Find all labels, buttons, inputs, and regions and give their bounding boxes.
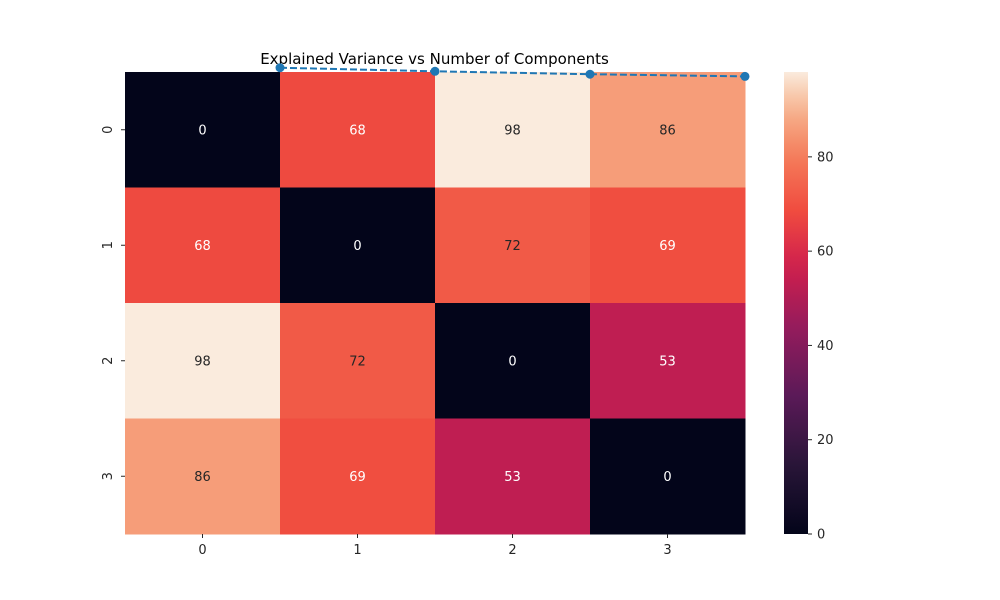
x-axis: 0 1 2 3 xyxy=(198,534,672,558)
overlay-point xyxy=(430,66,440,76)
heatmap-cell xyxy=(590,418,746,535)
y-axis: 0 1 2 3 xyxy=(101,126,125,480)
heatmap-cell xyxy=(435,187,591,304)
cell-value-label: 0 xyxy=(353,239,361,254)
x-tick-label: 3 xyxy=(663,543,671,558)
heatmap-cell xyxy=(125,187,281,304)
heatmap-cell xyxy=(280,187,436,304)
cell-value-label: 69 xyxy=(349,470,366,485)
cell-value-label: 69 xyxy=(659,239,676,254)
heatmap-cell xyxy=(280,303,436,419)
heatmap-cell xyxy=(435,72,591,188)
colorbar-axis: 0 20 40 60 80 xyxy=(808,150,834,543)
colorbar-tick-label: 0 xyxy=(817,528,825,543)
cell-value-label: 86 xyxy=(659,123,676,138)
heatmap-cells xyxy=(125,72,746,535)
cell-value-label: 98 xyxy=(504,123,521,138)
colorbar-tick-label: 20 xyxy=(817,433,834,448)
cell-value-label: 86 xyxy=(194,470,211,485)
heatmap-cell xyxy=(125,418,281,535)
overlay-point xyxy=(275,63,285,73)
cell-value-label: 72 xyxy=(349,354,366,369)
x-tick-label: 0 xyxy=(198,543,206,558)
heatmap-cell xyxy=(125,72,281,188)
heatmap-cell xyxy=(435,303,591,419)
cell-value-label: 0 xyxy=(198,123,206,138)
heatmap-cell xyxy=(280,72,436,188)
y-tick-label: 1 xyxy=(101,241,116,249)
heatmap-cell xyxy=(590,303,746,419)
overlay-point xyxy=(740,71,750,81)
y-tick-label: 3 xyxy=(101,472,116,480)
cell-value-label: 53 xyxy=(504,470,521,485)
overlay-line xyxy=(275,63,750,81)
colorbar-tick-label: 80 xyxy=(817,150,834,165)
cell-value-label: 0 xyxy=(508,354,516,369)
overlay-point xyxy=(585,69,595,79)
heatmap-cell xyxy=(590,187,746,304)
cell-value-label: 53 xyxy=(659,354,676,369)
cell-value-label: 72 xyxy=(504,239,521,254)
cell-value-label: 68 xyxy=(349,123,366,138)
cell-value-label: 68 xyxy=(194,239,211,254)
heatmap-cell xyxy=(280,418,436,535)
colorbar-tick-label: 60 xyxy=(817,245,834,260)
y-tick-label: 2 xyxy=(101,357,116,365)
overlay-series-line xyxy=(279,66,746,78)
colorbar-tick-label: 40 xyxy=(817,339,834,354)
chart-title: Explained Variance vs Number of Componen… xyxy=(260,50,609,68)
heatmap-annotations: 0 68 98 86 68 0 72 69 98 72 0 53 86 69 53 0 xyxy=(194,123,676,485)
colorbar xyxy=(784,72,808,534)
cell-value-label: 0 xyxy=(663,470,671,485)
heatmap-cell xyxy=(125,303,281,419)
x-tick-label: 2 xyxy=(508,543,516,558)
x-tick-label: 1 xyxy=(353,543,361,558)
cell-value-label: 98 xyxy=(194,354,211,369)
heatmap-cell xyxy=(590,72,746,188)
heatmap-cell xyxy=(435,418,591,535)
y-tick-label: 0 xyxy=(101,126,116,134)
